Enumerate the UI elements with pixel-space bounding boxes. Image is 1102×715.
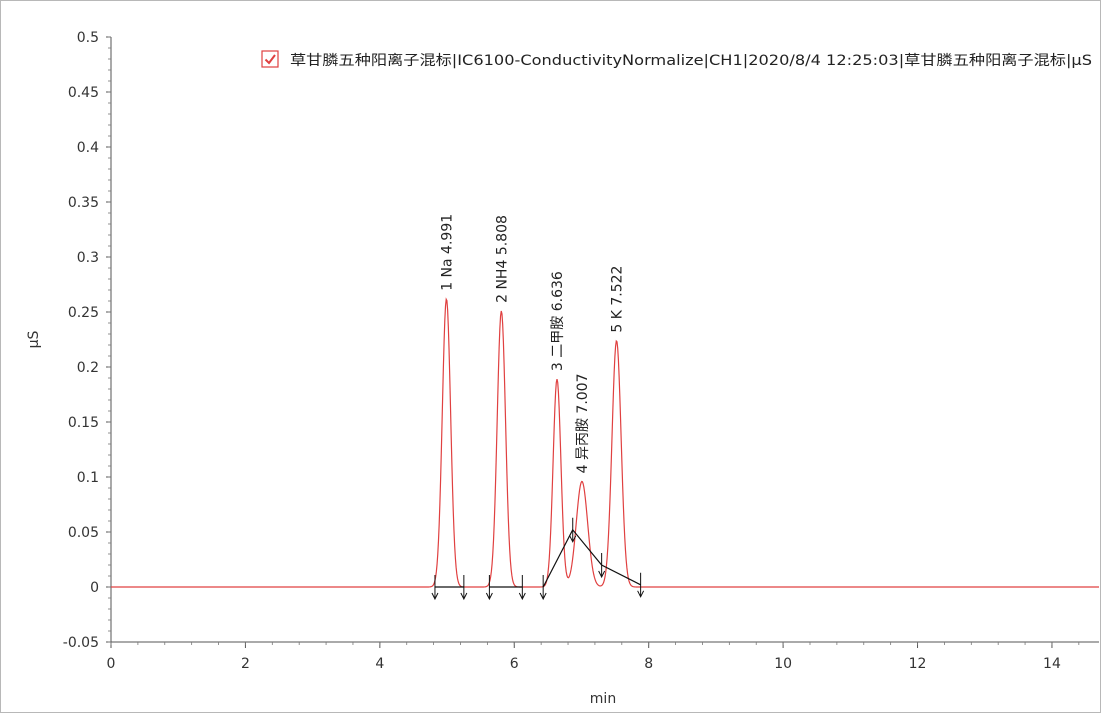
- peak-boundary-marker: [518, 575, 526, 601]
- integration-baseline: [542, 528, 641, 588]
- peak-boundary-marker: [539, 575, 547, 601]
- peak-boundary-marker: [637, 572, 645, 598]
- y-tick-label: 0.5: [77, 30, 99, 46]
- y-tick-label: 0.15: [68, 415, 99, 431]
- x-tick-label: 4: [375, 656, 384, 672]
- y-tick-label: 0.25: [68, 305, 99, 321]
- chromatogram-trace: [111, 297, 1099, 588]
- y-tick-label: 0.2: [77, 360, 99, 376]
- y-tick-label: 0.3: [77, 250, 99, 266]
- legend-checkbox[interactable]: [261, 50, 279, 68]
- x-tick-label: 12: [909, 656, 927, 672]
- x-tick-label: 8: [644, 656, 653, 672]
- peak-label: 5 K 7.522: [610, 266, 626, 333]
- peak-label: 1 Na 4.991: [439, 214, 455, 291]
- y-axis-title: μS: [26, 330, 42, 348]
- peak-label: 4 异丙胺 7.007: [575, 374, 591, 474]
- x-axis-title: min: [590, 691, 616, 707]
- peak-boundary-marker: [485, 575, 493, 601]
- x-tick-label: 6: [510, 656, 519, 672]
- y-tick-label: 0: [90, 580, 99, 596]
- y-tick-label: 0.4: [77, 140, 99, 156]
- y-tick-label: 0.1: [77, 470, 99, 486]
- x-tick-label: 10: [774, 656, 792, 672]
- peak-boundary-marker: [460, 575, 468, 601]
- y-tick-label: 0.45: [68, 85, 99, 101]
- legend-series-label: 草甘膦五种阳离子混标|IC6100-ConductivityNormalize|…: [290, 52, 1092, 69]
- x-tick-label: 2: [241, 656, 250, 672]
- x-tick-label: 0: [107, 656, 116, 672]
- peak-boundary-marker: [431, 575, 439, 601]
- check-icon: [264, 54, 276, 65]
- peak-boundary-marker: [569, 517, 577, 543]
- x-tick-label: 14: [1043, 656, 1061, 672]
- y-tick-label: 0.35: [68, 195, 99, 211]
- peak-label: 3 二甲胺 6.636: [550, 271, 566, 371]
- y-tick-label: 0.05: [68, 525, 99, 541]
- peak-boundary-marker: [598, 553, 606, 579]
- y-tick-label: -0.05: [63, 635, 99, 651]
- peak-label: 2 NH4 5.808: [494, 215, 510, 303]
